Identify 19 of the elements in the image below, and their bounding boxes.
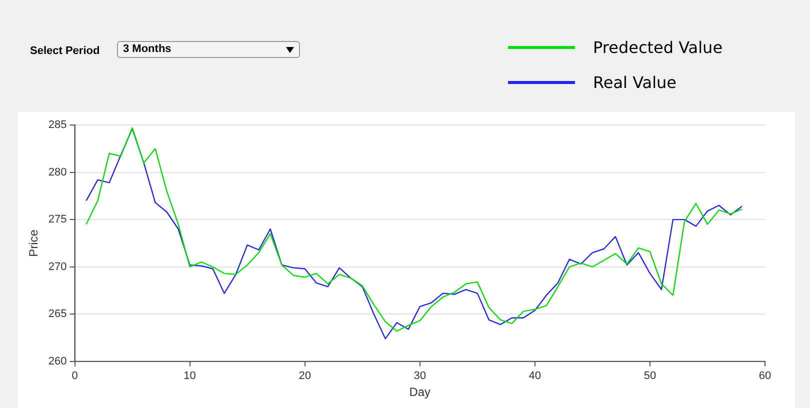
x-tick-label: 30 (414, 370, 426, 382)
legend-label: Real Value (593, 73, 677, 92)
y-tick-label: 275 (48, 214, 67, 226)
x-tick-label: 20 (298, 370, 311, 382)
y-tick-label: 285 (48, 119, 67, 132)
y-tick-label: 280 (48, 166, 67, 178)
y-tick-label: 260 (48, 355, 67, 368)
y-axis-title: Price (26, 229, 41, 257)
legend-label: Predected Value (593, 38, 723, 57)
y-tick-label: 270 (48, 260, 67, 273)
x-tick-label: 10 (184, 370, 196, 382)
x-tick-label: 0 (72, 370, 78, 382)
x-axis-title: Day (409, 385, 431, 400)
x-tick-label: 50 (644, 370, 656, 382)
y-tick-label: 265 (48, 308, 67, 320)
x-tick-label: 60 (758, 370, 772, 382)
text: Select Period (30, 45, 100, 57)
x-tick-label: 40 (528, 370, 542, 382)
period-dropdown: 3 Months (117, 41, 300, 58)
